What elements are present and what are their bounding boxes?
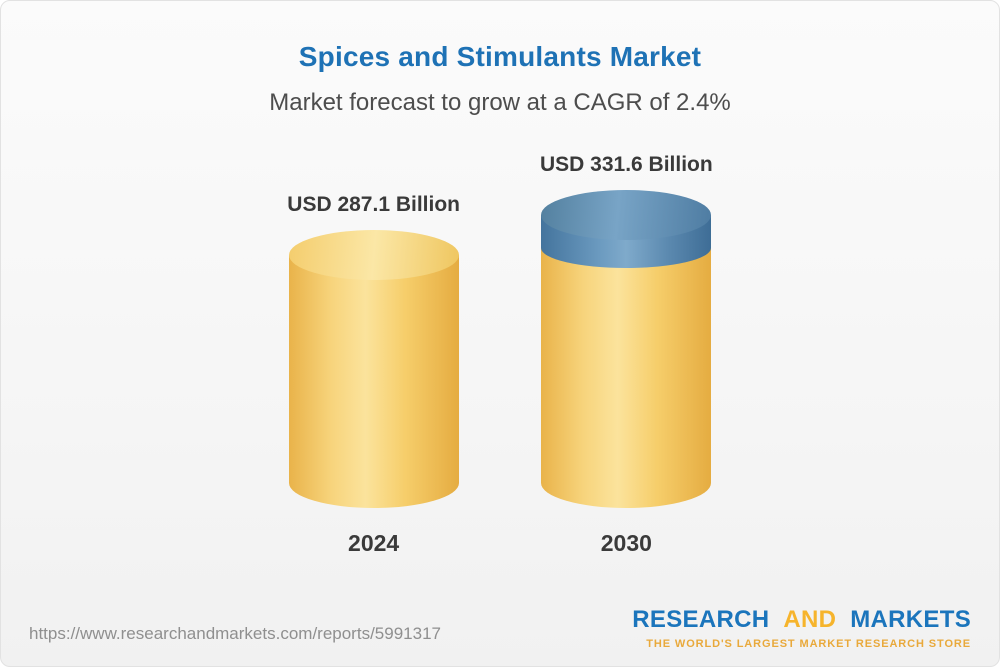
- cylinder-top-face-2030: [541, 190, 712, 240]
- cylinder-2024: [288, 230, 508, 517]
- bar-group-2024: USD 287.1 Billion 2024: [287, 193, 508, 557]
- chart-area: USD 287.1 Billion 2024 USD 331.6 Billion…: [1, 153, 999, 557]
- research-and-markets-logo: RESEARCH AND MARKETS THE WORLD'S LARGEST…: [632, 606, 971, 650]
- value-label-2030: USD 331.6 Billion: [540, 153, 713, 176]
- logo-word-markets: MARKETS: [850, 606, 971, 633]
- chart-subtitle: Market forecast to grow at a CAGR of 2.4…: [269, 89, 731, 116]
- bar-group-2030: USD 331.6 Billion 2030: [540, 153, 761, 557]
- cylinder-2030: [541, 190, 761, 517]
- chart-title: Spices and Stimulants Market: [298, 41, 702, 72]
- year-label-2024: 2024: [348, 530, 400, 556]
- logo-wordmark: RESEARCH AND MARKETS: [632, 606, 971, 634]
- logo-word-and: AND: [783, 606, 837, 633]
- value-label-2024: USD 287.1 Billion: [287, 193, 460, 216]
- footer-url: https://www.researchandmarkets.com/repor…: [29, 624, 441, 643]
- logo-word-research: RESEARCH: [632, 606, 770, 633]
- year-label-2030: 2030: [600, 530, 652, 556]
- cylinder-top-face-2024: [288, 230, 459, 280]
- logo-tagline: THE WORLD'S LARGEST MARKET RESEARCH STOR…: [646, 638, 971, 650]
- footer: https://www.researchandmarkets.com/repor…: [1, 586, 999, 666]
